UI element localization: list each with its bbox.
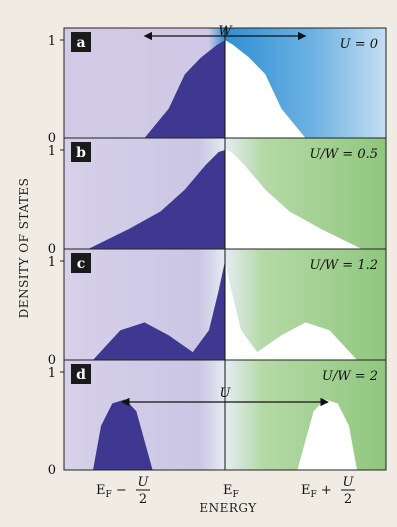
svg-text:2: 2 [139, 492, 147, 507]
svg-text:EF: EF [223, 483, 239, 500]
y-tick-label: 0 [48, 242, 56, 257]
y-tick-label: 0 [48, 131, 56, 146]
panel-letter-box [71, 142, 91, 162]
svg-text:EF −: EF − [96, 483, 127, 500]
y-axis-label: DENSITY OF STATES [17, 178, 31, 319]
panel-a: 1 0 a U = 0 W [48, 24, 387, 146]
y-tick-label: 1 [48, 366, 56, 381]
parameter-label: U/W = 2 [322, 369, 378, 384]
filled-states-area [64, 40, 225, 138]
panel-letter: a [76, 35, 85, 51]
y-tick-label: 0 [48, 353, 56, 368]
arrow-label: W [218, 24, 233, 39]
svg-text:2: 2 [344, 492, 352, 507]
panel-frame [63, 359, 387, 471]
panel-c: 1 0 c U/W = 1.2 [48, 248, 387, 368]
parameter-label: U/W = 1.2 [309, 258, 378, 273]
x-tick-center: EF [223, 483, 239, 500]
panel-b: 1 0 b U/W = 0.5 [48, 137, 387, 257]
svg-text:U: U [138, 475, 150, 490]
panel-letter: c [77, 256, 86, 272]
filled-states-area [64, 150, 225, 249]
panel-d: 1 0 d U/W = 2 U [48, 359, 387, 478]
panel-letter-box [71, 32, 91, 52]
x-axis-label: ENERGY [199, 501, 257, 515]
parameter-label: U = 0 [340, 37, 378, 52]
svg-text:U: U [343, 475, 355, 490]
x-tick-left: EF − U 2 [96, 475, 150, 507]
svg-text:EF +: EF + [301, 483, 332, 500]
y-tick-label: 1 [48, 34, 56, 49]
panel-letter: d [76, 367, 86, 383]
panel-letter-box [71, 253, 91, 273]
filled-states-area [64, 399, 225, 470]
panel-letter: b [76, 145, 86, 161]
y-tick-label: 1 [48, 144, 56, 159]
parameter-label: U/W = 0.5 [309, 147, 378, 162]
arrow-label: U [220, 386, 232, 401]
y-tick-label: 0 [48, 463, 56, 478]
x-tick-right: EF + U 2 [301, 475, 355, 507]
filled-states-area [64, 261, 225, 360]
panel-letter-box [71, 364, 91, 384]
y-tick-label: 1 [48, 255, 56, 270]
